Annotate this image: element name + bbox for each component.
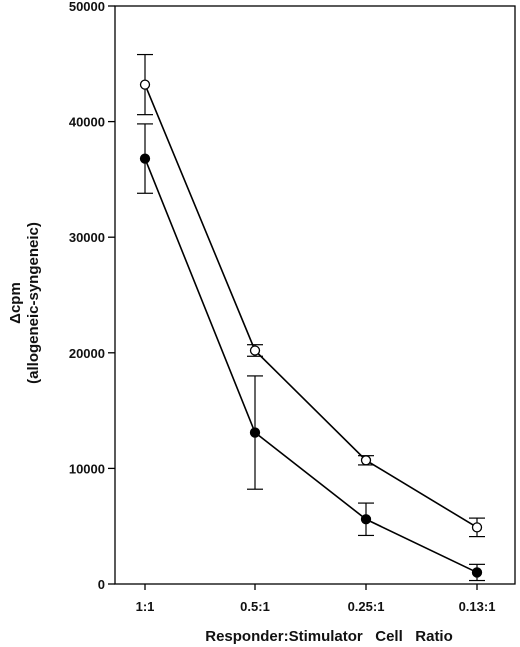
series-2 (137, 123, 485, 582)
y-axis-title-line1: Δcpm (7, 282, 24, 324)
series-line (144, 158, 478, 574)
x-axis-ticks: 1:1 0.5:1 0.25:1 0.13:1 (136, 584, 496, 614)
data-point-open (360, 455, 372, 466)
y-tick-label: 20000 (69, 346, 105, 361)
x-axis-title: Responder:Stimulator Cell Ratio (205, 628, 453, 645)
data-point-open (471, 522, 483, 533)
series-layer (137, 53, 485, 582)
y-tick-label: 30000 (69, 230, 105, 245)
data-point-filled (139, 153, 151, 164)
y-axis-title-line2: (allogeneic-syngeneic) (25, 222, 42, 384)
x-tick-label: 0.5:1 (240, 599, 270, 614)
x-tick-label: 0.13:1 (459, 599, 496, 614)
data-point-open (139, 79, 151, 90)
y-tick-label: 50000 (69, 0, 105, 14)
y-tick-label: 10000 (69, 461, 105, 476)
data-point-filled (471, 567, 483, 578)
plot-frame (114, 5, 516, 585)
x-tick-label: 0.25:1 (348, 599, 385, 614)
data-point-filled (249, 427, 261, 438)
series-line (144, 84, 478, 529)
y-tick-label: 0 (98, 577, 105, 592)
data-point-open (249, 345, 261, 356)
data-point-filled (360, 514, 372, 525)
series-1 (137, 53, 485, 538)
y-axis-ticks: 0 10000 20000 30000 40000 50000 (69, 0, 115, 592)
x-tick-label: 1:1 (136, 599, 155, 614)
y-tick-label: 40000 (69, 115, 105, 130)
